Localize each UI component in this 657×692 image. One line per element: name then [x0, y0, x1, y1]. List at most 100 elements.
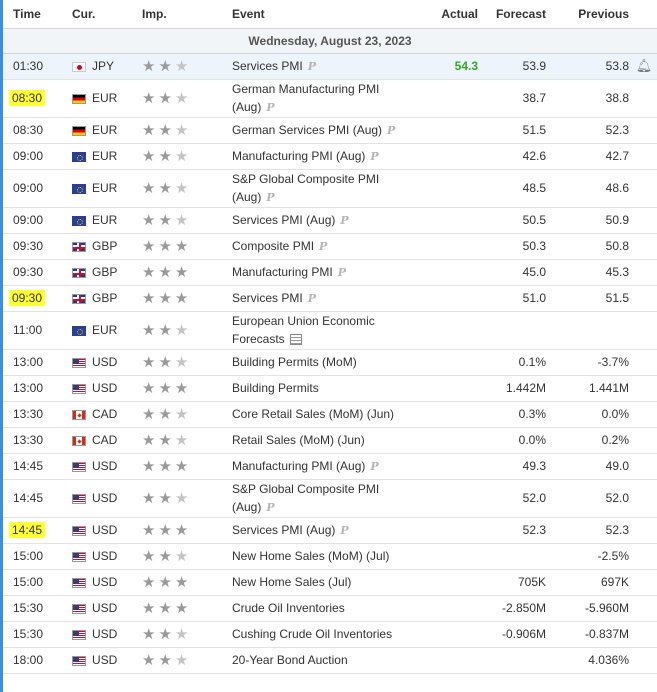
event-name[interactable]: Manufacturing PMI (Aug) — [232, 149, 366, 163]
event-cell[interactable]: German Manufacturing PMI (Aug) P — [232, 79, 420, 118]
event-cell[interactable]: New Home Sales (Jul) — [232, 569, 420, 596]
event-cell[interactable]: Services PMI (Aug) P — [232, 517, 420, 544]
header-event[interactable]: Event — [232, 0, 420, 29]
event-cell[interactable]: German Services PMI (Aug) P — [232, 117, 420, 144]
alert-cell[interactable] — [631, 207, 657, 234]
event-name[interactable]: German Services PMI (Aug) — [232, 123, 383, 137]
event-cell[interactable]: Retail Sales (MoM) (Jun) — [232, 427, 420, 454]
alert-cell[interactable] — [631, 517, 657, 544]
event-name[interactable]: Services PMI — [232, 291, 303, 305]
event-cell[interactable]: Manufacturing PMI (Aug) P — [232, 453, 420, 480]
event-row[interactable]: 01:30 JPY ★★★ Services PMI P 54.3 53.9 53.8 🔔︎ — [3, 53, 657, 80]
bell-plus-icon[interactable]: 🔔︎ — [635, 58, 653, 73]
event-name[interactable]: Manufacturing PMI (Aug) — [232, 459, 366, 473]
event-name[interactable]: Manufacturing PMI — [232, 265, 333, 279]
event-row[interactable]: 14:45 USD ★★★ Services PMI (Aug) P 52.3 52.3 — [3, 517, 657, 544]
event-row[interactable]: 13:00 USD ★★★ Building Permits (MoM) 0.1% -3.… — [3, 349, 657, 376]
alert-cell[interactable] — [631, 233, 657, 260]
header-actual[interactable]: Actual — [420, 0, 480, 29]
event-name[interactable]: Crude Oil Inventories — [232, 601, 345, 615]
alert-cell[interactable] — [631, 401, 657, 428]
event-name-cont[interactable]: (Aug) — [232, 189, 262, 204]
event-cell[interactable]: Crude Oil Inventories — [232, 595, 420, 622]
event-row[interactable]: 09:00 EUR ★★★ S&P Global Composite PMI (Aug)… — [3, 169, 657, 208]
event-name[interactable]: New Home Sales (MoM) (Jul) — [232, 549, 390, 563]
event-name-cont[interactable]: (Aug) — [232, 499, 262, 514]
event-name[interactable]: 20-Year Bond Auction — [232, 653, 348, 667]
event-row[interactable]: 08:30 EUR ★★★ German Services PMI (Aug) P 51.… — [3, 117, 657, 144]
event-row[interactable]: 15:30 USD ★★★ Crude Oil Inventories -2.850M -… — [3, 595, 657, 622]
event-row[interactable]: 18:00 USD ★★★ 20-Year Bond Auction 4.036% — [3, 647, 657, 674]
event-name[interactable]: Services PMI (Aug) — [232, 213, 336, 227]
event-row[interactable]: 09:00 EUR ★★★ Services PMI (Aug) P 50.5 50.9 — [3, 207, 657, 234]
alert-cell[interactable] — [631, 285, 657, 312]
event-name-cont[interactable]: Forecasts — [232, 332, 285, 346]
event-row[interactable]: 13:30 CAD ★★★ Retail Sales (MoM) (Jun) 0.0% 0… — [3, 427, 657, 454]
event-cell[interactable]: Services PMI P — [232, 53, 420, 80]
alert-cell[interactable] — [631, 621, 657, 648]
event-name[interactable]: Services PMI (Aug) — [232, 523, 336, 537]
event-name[interactable]: German Manufacturing PMI — [232, 81, 380, 96]
event-row[interactable]: 13:30 CAD ★★★ Core Retail Sales (MoM) (Jun)… — [3, 401, 657, 428]
event-cell[interactable]: European Union Economic Forecasts — [232, 311, 420, 350]
event-row[interactable]: 14:45 USD ★★★ S&P Global Composite PMI (Aug)… — [3, 479, 657, 518]
alert-cell[interactable] — [631, 117, 657, 144]
event-name[interactable]: Core Retail Sales (MoM) (Jun) — [232, 407, 395, 421]
event-row[interactable]: 09:30 GBP ★★★ Manufacturing PMI P 45.0 45.3 — [3, 259, 657, 286]
header-time[interactable]: Time — [3, 0, 72, 29]
event-row[interactable]: 15:00 USD ★★★ New Home Sales (MoM) (Jul) -2.… — [3, 543, 657, 570]
event-cell[interactable]: Services PMI (Aug) P — [232, 207, 420, 234]
alert-cell[interactable] — [631, 647, 657, 674]
document-icon[interactable] — [289, 334, 302, 346]
alert-cell[interactable] — [631, 375, 657, 402]
alert-cell[interactable] — [631, 349, 657, 376]
alert-cell[interactable] — [631, 453, 657, 480]
event-row[interactable]: 09:30 GBP ★★★ Composite PMI P 50.3 50.8 — [3, 233, 657, 260]
event-cell[interactable]: Manufacturing PMI P — [232, 259, 420, 286]
event-row[interactable]: 15:30 USD ★★★ Cushing Crude Oil Inventories… — [3, 621, 657, 648]
header-currency[interactable]: Cur. — [72, 0, 142, 29]
event-cell[interactable]: Composite PMI P — [232, 233, 420, 260]
event-name[interactable]: Retail Sales (MoM) (Jun) — [232, 433, 365, 447]
event-row[interactable]: 09:30 GBP ★★★ Services PMI P 51.0 51.5 — [3, 285, 657, 312]
event-name[interactable]: S&P Global Composite PMI — [232, 171, 380, 186]
event-row[interactable]: 11:00 EUR ★★★ European Union Economic Foreca… — [3, 311, 657, 350]
header-forecast[interactable]: Forecast — [480, 0, 548, 29]
alert-cell[interactable] — [631, 169, 657, 208]
event-row[interactable]: 13:00 USD ★★★ Building Permits 1.442M 1.441M — [3, 375, 657, 402]
event-name[interactable]: Composite PMI — [232, 239, 315, 253]
alert-cell[interactable] — [631, 569, 657, 596]
alert-cell[interactable] — [631, 427, 657, 454]
event-name[interactable]: New Home Sales (Jul) — [232, 575, 352, 589]
event-name[interactable]: S&P Global Composite PMI — [232, 481, 380, 496]
event-cell[interactable]: New Home Sales (MoM) (Jul) — [232, 543, 420, 570]
header-importance[interactable]: Imp. — [142, 0, 232, 29]
event-row[interactable]: 14:45 USD ★★★ Manufacturing PMI (Aug) P 49.3 4… — [3, 453, 657, 480]
alert-cell[interactable] — [631, 311, 657, 350]
event-cell[interactable]: Manufacturing PMI (Aug) P — [232, 143, 420, 170]
event-cell[interactable]: 20-Year Bond Auction — [232, 647, 420, 674]
event-name-cont[interactable]: (Aug) — [232, 99, 262, 114]
alert-cell[interactable] — [631, 479, 657, 518]
alert-cell[interactable] — [631, 543, 657, 570]
alert-cell[interactable] — [631, 79, 657, 118]
alert-cell[interactable]: 🔔︎ — [631, 53, 657, 80]
event-name[interactable]: Services PMI — [232, 59, 303, 73]
alert-cell[interactable] — [631, 259, 657, 286]
event-cell[interactable]: Core Retail Sales (MoM) (Jun) — [232, 401, 420, 428]
event-row[interactable]: 08:30 EUR ★★★ German Manufacturing PMI (Aug)… — [3, 79, 657, 118]
event-name[interactable]: European Union Economic — [232, 314, 375, 328]
event-cell[interactable]: Building Permits (MoM) — [232, 349, 420, 376]
event-row[interactable]: 15:00 USD ★★★ New Home Sales (Jul) 705K 697K — [3, 569, 657, 596]
event-cell[interactable]: S&P Global Composite PMI (Aug) P — [232, 169, 420, 208]
header-previous[interactable]: Previous — [548, 0, 631, 29]
alert-cell[interactable] — [631, 143, 657, 170]
event-cell[interactable]: S&P Global Composite PMI (Aug) P — [232, 479, 420, 518]
event-cell[interactable]: Services PMI P — [232, 285, 420, 312]
event-name[interactable]: Building Permits (MoM) — [232, 355, 357, 369]
alert-cell[interactable] — [631, 595, 657, 622]
event-cell[interactable]: Cushing Crude Oil Inventories — [232, 621, 420, 648]
event-name[interactable]: Cushing Crude Oil Inventories — [232, 627, 393, 641]
event-row[interactable]: 09:00 EUR ★★★ Manufacturing PMI (Aug) P 42.6 4… — [3, 143, 657, 170]
event-cell[interactable]: Building Permits — [232, 375, 420, 402]
